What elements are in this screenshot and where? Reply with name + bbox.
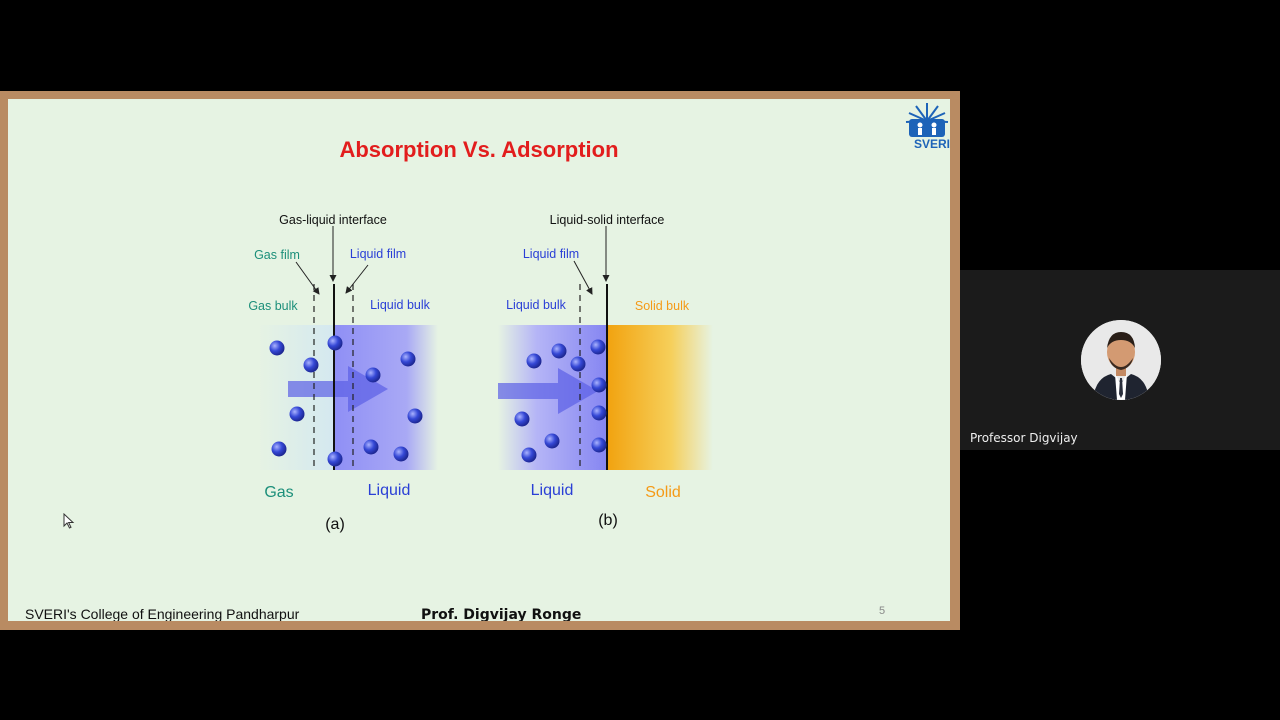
caption-a: (a) bbox=[325, 516, 345, 533]
slide-frame: Absorption Vs. Adsorption SVERI bbox=[0, 91, 960, 630]
liquid-phase-label-a: Liquid bbox=[368, 482, 411, 499]
liquid-film-label-b: Liquid film bbox=[523, 247, 579, 261]
participant-avatar bbox=[1081, 320, 1161, 400]
presentation-slide: Absorption Vs. Adsorption SVERI bbox=[8, 99, 950, 621]
footer-presenter-name: Prof. Digvijay Ronge bbox=[421, 607, 581, 621]
solid-phase-label: Solid bbox=[645, 484, 681, 501]
footer-college-name: SVERI's College of Engineering Pandharpu… bbox=[25, 606, 299, 621]
solid-bulk-label: Solid bulk bbox=[635, 299, 690, 313]
gas-film-label: Gas film bbox=[254, 248, 300, 262]
gas-region bbox=[258, 325, 334, 470]
liquid-phase-label-b: Liquid bbox=[531, 482, 574, 499]
caption-b: (b) bbox=[598, 512, 618, 529]
liquid-bulk-label-b: Liquid bulk bbox=[506, 298, 567, 312]
gas-bulk-label: Gas bulk bbox=[248, 299, 298, 313]
gas-phase-label: Gas bbox=[264, 484, 293, 501]
liquid-solid-interface-label: Liquid-solid interface bbox=[550, 213, 665, 227]
liquid-film-label-a: Liquid film bbox=[350, 247, 406, 261]
mouse-cursor-icon bbox=[63, 513, 75, 529]
participant-name-label: Professor Digvijay bbox=[970, 431, 1078, 445]
liquid-bulk-label-a: Liquid bulk bbox=[370, 298, 431, 312]
gas-liquid-interface-label: Gas-liquid interface bbox=[279, 213, 387, 227]
solid-region bbox=[608, 325, 713, 470]
absorption-adsorption-figure: Gas-liquid interface Gas film Liquid fil… bbox=[8, 99, 950, 621]
participant-video-tile[interactable]: Professor Digvijay bbox=[960, 270, 1280, 450]
person-avatar-icon bbox=[1081, 320, 1161, 400]
slide-page-number: 5 bbox=[879, 605, 885, 617]
